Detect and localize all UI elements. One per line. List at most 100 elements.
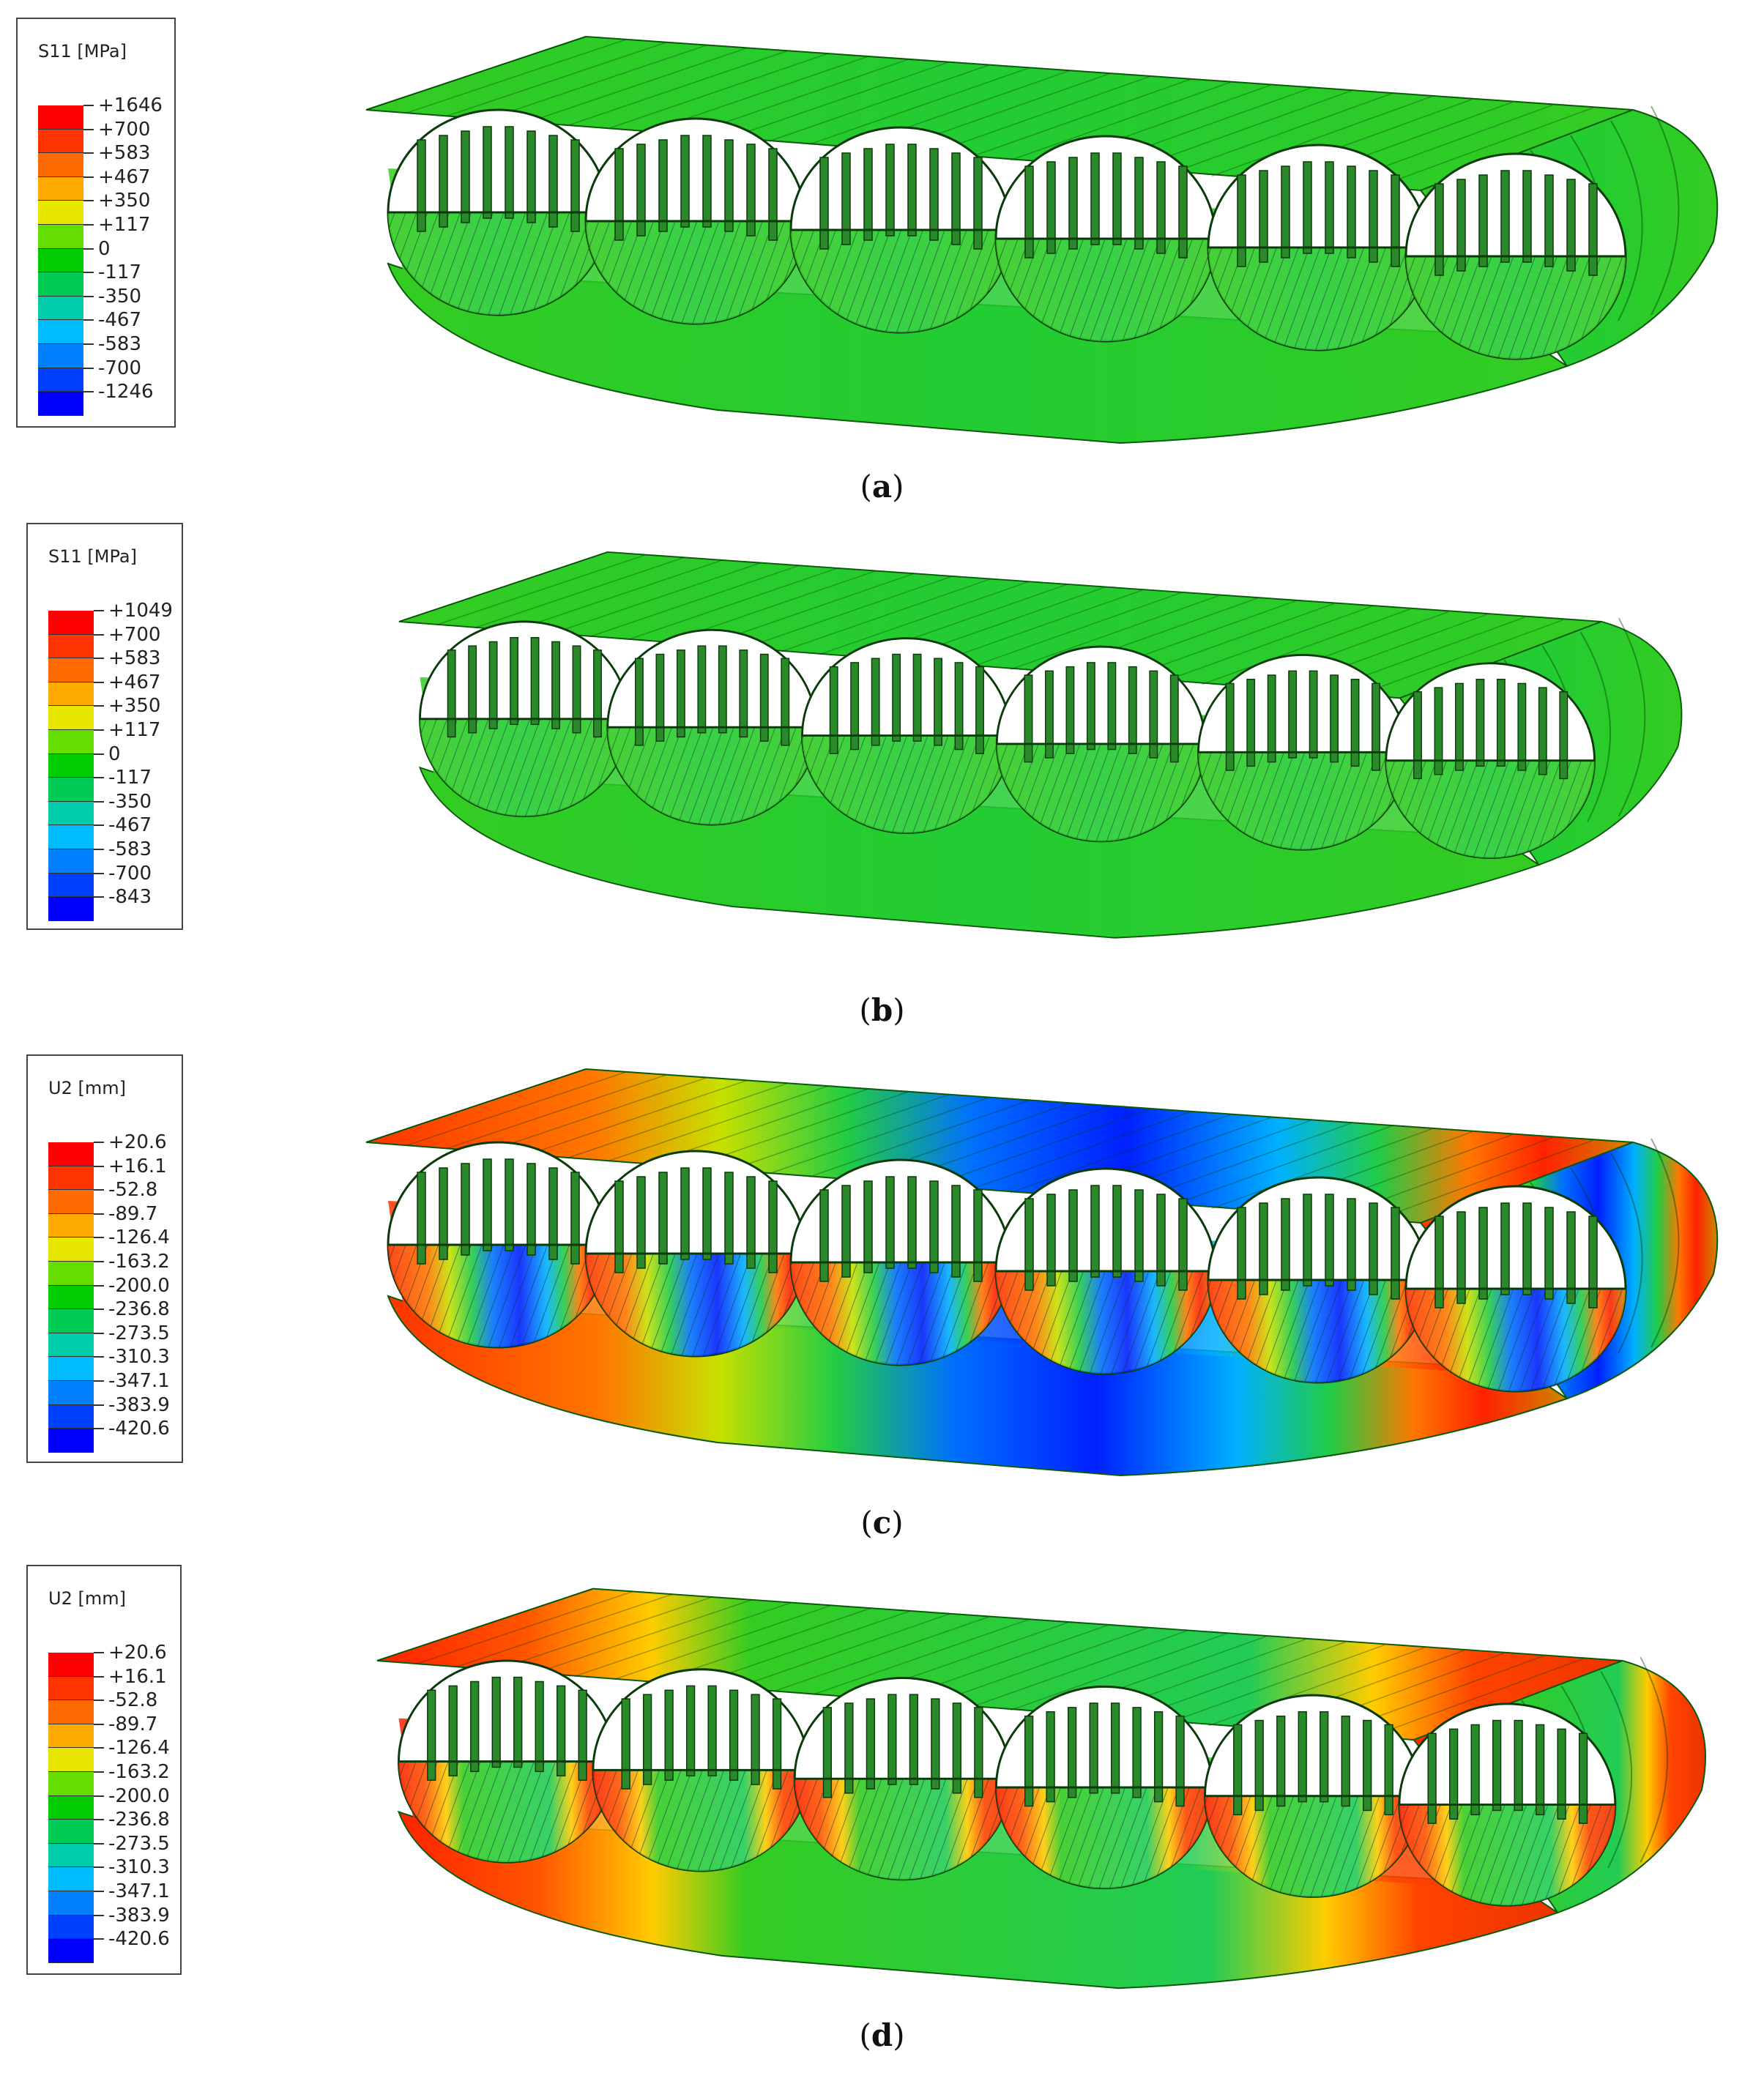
color-swatch [48,1939,94,1963]
legend-label: -1246 [83,382,154,401]
legend-label: 0 [83,239,111,258]
legend-label: -310.3 [94,1347,170,1366]
legend-tick [83,200,94,202]
color-swatch [38,368,83,392]
legend-tick [94,1332,104,1334]
color-swatch [48,682,94,707]
legend-label: +117 [94,721,160,740]
color-swatch [48,1676,94,1701]
legend-tick [83,224,94,226]
legend-label: +467 [94,673,160,692]
legend-label: -467 [94,816,152,835]
legend-tick [94,800,104,803]
legend-tick [94,1309,104,1311]
legend-tick [94,777,104,779]
legend-tick [94,1237,104,1239]
color-swatch [48,1915,94,1940]
legend-tick [94,1165,104,1167]
legend-tick [94,681,104,683]
legend-tick [83,343,94,345]
color-swatch [48,1404,94,1429]
caption-letter: b [871,992,893,1028]
color-swatch [48,1843,94,1868]
color-swatch [48,825,94,849]
legend-label: +350 [94,696,160,715]
fea-model-render-c [365,1068,1719,1477]
legend-tick [83,105,94,106]
legend-label: -383.9 [94,1396,170,1415]
legend-label: 0 [94,745,121,764]
color-swatch [48,849,94,874]
legend-label: -236.8 [94,1300,170,1319]
legend-tick [94,1771,104,1773]
legend-label: +583 [83,144,150,163]
legend-tick [94,705,104,707]
legend-tick [94,1189,104,1191]
color-swatch [48,1285,94,1310]
legend-tick [94,896,104,898]
color-swatch [48,753,94,778]
color-swatch [48,1795,94,1820]
legend-tick [94,1938,104,1940]
color-swatch [48,1724,94,1749]
legend-tick [94,1891,104,1892]
panel-caption-d: (d) [859,2017,905,2053]
legend-tick [94,1284,104,1287]
legend-label: -467 [83,310,141,330]
legend-label: +350 [83,191,150,210]
legend-tick [94,1380,104,1382]
legend-label: -420.6 [94,1929,170,1948]
color-swatch [48,1820,94,1844]
color-swatch [48,1333,94,1358]
color-swatch [38,320,83,344]
color-swatch [48,1380,94,1405]
color-swatch [48,634,94,659]
legend-label: +16.1 [94,1157,167,1176]
color-swatch [38,296,83,321]
color-swatch [48,1891,94,1916]
caption-letter: a [871,469,893,505]
color-swatch [48,897,94,921]
legend-label: +583 [94,649,160,668]
legend-tick [83,247,94,250]
color-swatch [38,248,83,273]
legend-tick [94,1866,104,1869]
legend-tick [94,1675,104,1678]
color-swatch [48,1700,94,1724]
legend-label: -89.7 [94,1205,157,1224]
legend-label: +1646 [83,96,163,115]
legend-tick [94,1356,104,1358]
color-swatch [38,392,83,416]
color-swatch [48,611,94,635]
legend-tick [94,824,104,827]
color-swatch [48,778,94,802]
fea-model-render-a [365,35,1719,444]
legend-tick [83,152,94,155]
color-swatch [38,176,83,201]
legend-tick [83,128,94,130]
legend-label: -420.6 [94,1419,170,1438]
legend-panel-d: U2 [mm] +20.6 +16.1 -52.8 -89.7 -126.4 -163.2 -… [26,1565,182,1975]
color-swatch [38,153,83,177]
legend-title: S11 [MPa] [48,546,137,567]
legend-label: -383.9 [94,1906,170,1925]
fea-model-render-b [398,551,1683,939]
color-swatch [48,1357,94,1381]
fea-model-render-d [376,1587,1707,1989]
legend-label: -117 [83,263,141,282]
color-scale-bar [48,1653,94,1963]
legend-title: U2 [mm] [48,1588,126,1609]
legend-tick [94,1723,104,1725]
color-swatch [48,1237,94,1262]
legend-label: -843 [94,887,152,907]
legend-tick [94,1142,104,1143]
legend-label: -126.4 [94,1738,170,1757]
color-swatch [48,801,94,826]
legend-panel-c: U2 [mm] +20.6 +16.1 -52.8 -89.7 -126.4 -163.2 -… [26,1054,183,1463]
color-scale-bar [48,611,94,921]
color-swatch [48,873,94,898]
legend-tick [83,272,94,274]
legend-label: -52.8 [94,1180,157,1199]
color-swatch [48,1190,94,1214]
legend-tick [94,1819,104,1821]
